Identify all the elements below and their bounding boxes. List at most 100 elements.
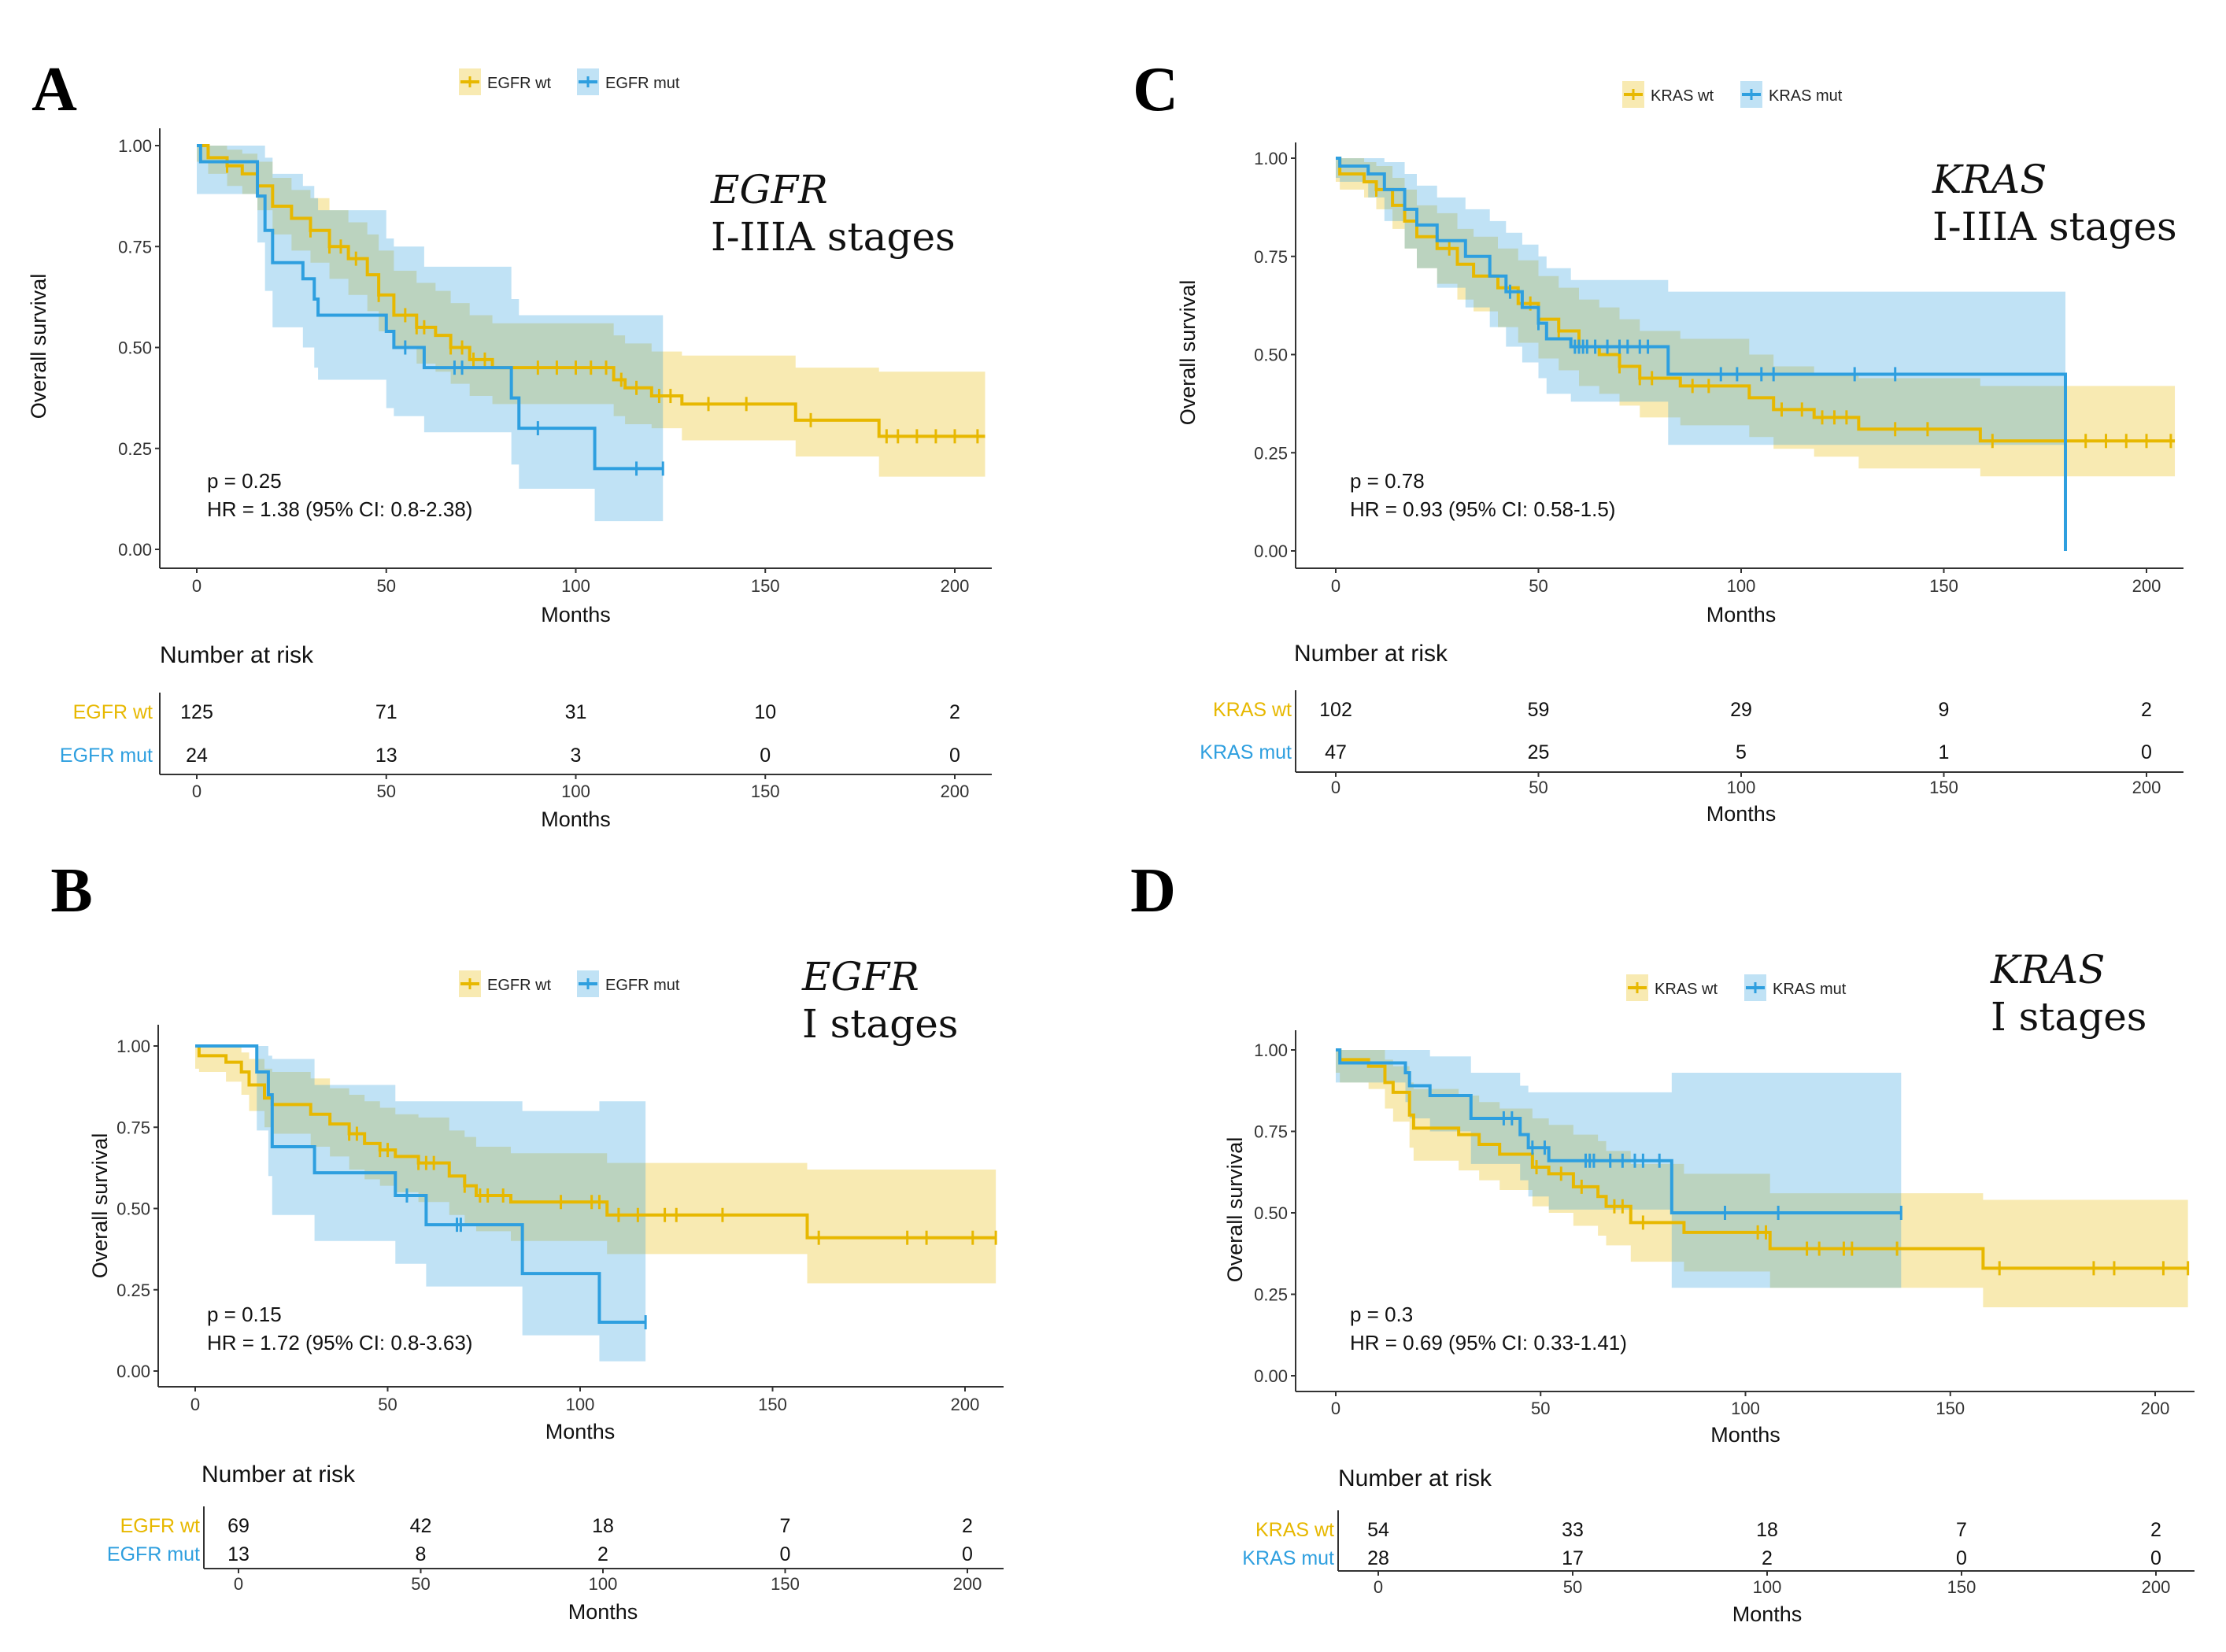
x-axis-title: Months: [1706, 603, 1777, 626]
x-tick-label: 150: [758, 1395, 787, 1414]
risk-x-tick-label: 150: [1947, 1577, 1976, 1597]
risk-count: 0: [760, 745, 771, 767]
hazard-ratio: HR = 0.69 (95% CI: 0.33-1.41): [1350, 1331, 1627, 1354]
legend: EGFR wt EGFR mut: [459, 970, 680, 997]
legend-label: EGFR mut: [605, 977, 680, 994]
risk-count: 18: [592, 1515, 614, 1537]
y-axis-title: Overall survival: [88, 1133, 112, 1279]
risk-count: 0: [962, 1543, 973, 1565]
risk-x-tick-label: 50: [377, 782, 396, 801]
y-tick-label: 0.00: [1254, 541, 1288, 561]
hazard-ratio: HR = 0.93 (95% CI: 0.58-1.5): [1350, 497, 1615, 521]
risk-x-tick-label: 200: [2132, 778, 2161, 797]
risk-count: 125: [180, 701, 213, 723]
risk-count: 47: [1325, 741, 1347, 763]
x-axis-title: Months: [545, 1420, 616, 1443]
legend-label: KRAS wt: [1655, 981, 1718, 998]
x-tick-label: 200: [2132, 576, 2161, 596]
p-value: p = 0.25: [207, 469, 282, 493]
plot-title-stage: I-IIIA stages: [1932, 204, 2177, 249]
x-tick-label: 100: [1731, 1399, 1760, 1418]
survival-curve-mut: [195, 1044, 646, 1325]
risk-x-tick-label: 50: [1563, 1577, 1582, 1597]
risk-row-label: EGFR mut: [107, 1543, 200, 1565]
y-axis-title: Overall survival: [1176, 280, 1200, 426]
risk-x-tick-label: 100: [1753, 1577, 1782, 1597]
risk-count: 102: [1319, 699, 1352, 721]
survival-curve-mut: [197, 144, 664, 471]
y-tick-label: 1.00: [1254, 149, 1288, 168]
plot-title-gene: KRAS: [1990, 947, 2105, 992]
x-tick-label: 0: [192, 576, 202, 596]
x-tick-label: 0: [190, 1395, 200, 1414]
risk-count: 69: [227, 1515, 250, 1537]
y-tick-label: 1.00: [118, 136, 152, 156]
x-tick-label: 100: [566, 1395, 595, 1414]
risk-row-label: KRAS wt: [1213, 699, 1292, 721]
risk-x-tick-label: 100: [1727, 778, 1756, 797]
risk-count: 29: [1730, 699, 1752, 721]
risk-x-tick-label: 50: [1529, 778, 1547, 797]
risk-table: Number at risk EGFR wt 125 71 31 10 2 EGFR mut 2…: [60, 642, 992, 831]
risk-count: 0: [2141, 741, 2152, 763]
x-tick-label: 50: [1531, 1399, 1550, 1418]
risk-count: 2: [2150, 1519, 2161, 1541]
x-axis-title: Months: [541, 603, 611, 626]
x-tick-label: 100: [561, 576, 590, 596]
x-tick-label: 150: [751, 576, 780, 596]
panel-letter: C: [1133, 55, 1178, 124]
survival-curve-wt: [195, 1044, 997, 1240]
y-tick-label: 0.50: [1254, 1203, 1288, 1223]
legend-label: EGFR wt: [487, 75, 552, 92]
risk-count: 2: [597, 1543, 608, 1565]
risk-count: 7: [1956, 1519, 1967, 1541]
risk-row-label: EGFR mut: [60, 745, 153, 767]
risk-table-title: Number at risk: [202, 1462, 356, 1488]
risk-x-tick-label: 0: [192, 782, 202, 801]
y-tick-label: 0.25: [1254, 1285, 1288, 1305]
y-tick-label: 0.00: [118, 540, 152, 560]
risk-count: 54: [1367, 1519, 1389, 1541]
y-tick-label: 0.25: [116, 1281, 150, 1300]
risk-count: 5: [1736, 741, 1747, 763]
x-tick-label: 200: [2141, 1399, 2170, 1418]
risk-x-tick-label: 200: [953, 1574, 982, 1594]
risk-x-tick-label: 0: [234, 1574, 243, 1594]
risk-count: 42: [410, 1515, 432, 1537]
risk-count: 10: [754, 701, 776, 723]
risk-count: 2: [2141, 699, 2152, 721]
risk-count: 0: [949, 745, 960, 767]
risk-count: 3: [571, 745, 582, 767]
y-tick-label: 0.00: [116, 1362, 150, 1381]
risk-count: 2: [949, 701, 960, 723]
x-tick-label: 150: [1936, 1399, 1965, 1418]
risk-x-tick-label: 200: [2142, 1577, 2171, 1597]
x-tick-label: 150: [1929, 576, 1958, 596]
risk-row-label: KRAS wt: [1255, 1519, 1334, 1541]
ci-band-mut: [195, 1046, 646, 1362]
plot-title-gene: EGFR: [801, 954, 919, 1000]
legend-label: EGFR mut: [605, 75, 680, 92]
p-value: p = 0.78: [1350, 469, 1425, 493]
panel-letter: D: [1130, 856, 1176, 926]
risk-x-axis-title: Months: [1706, 802, 1777, 826]
risk-x-tick-label: 150: [1929, 778, 1958, 797]
panel-a: A EGFR wt EGFR mut 0.00 0.25 0.50 0.75 1.00 0 50 1…: [27, 55, 992, 831]
risk-count: 2: [962, 1515, 973, 1537]
hazard-ratio: HR = 1.72 (95% CI: 0.8-3.63): [207, 1331, 472, 1354]
ci-band-mut: [197, 146, 664, 522]
ci-band-wt: [197, 146, 985, 477]
risk-table-title: Number at risk: [1338, 1465, 1492, 1491]
risk-count: 8: [416, 1543, 427, 1565]
y-axis-title: Overall survival: [27, 274, 50, 419]
plot-title-gene: KRAS: [1932, 157, 2047, 202]
legend-label: EGFR wt: [487, 977, 552, 994]
risk-table: Number at risk KRAS wt 54 33 18 7 2 KRAS mut 28 1…: [1242, 1465, 2195, 1626]
risk-count: 0: [1956, 1547, 1967, 1569]
risk-x-tick-label: 100: [589, 1574, 618, 1594]
risk-x-tick-label: 50: [411, 1574, 430, 1594]
survival-curve-mut: [1336, 157, 2067, 551]
y-tick-label: 0.00: [1254, 1366, 1288, 1386]
y-tick-label: 0.25: [118, 439, 152, 459]
